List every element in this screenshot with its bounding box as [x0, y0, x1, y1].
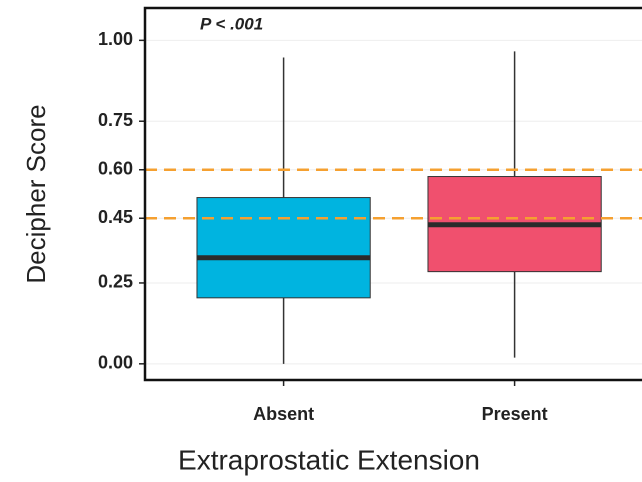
y-tick-label: 0.45 [98, 207, 133, 227]
x-axis-title: Extraprostatic Extension [178, 444, 480, 475]
y-tick-label: 0.00 [98, 353, 133, 373]
box [196, 197, 371, 299]
annotation: P < .001 [200, 14, 263, 33]
y-tick-label: 0.75 [98, 110, 133, 130]
x-tick-label: Present [482, 404, 548, 424]
y-tick-label: 1.00 [98, 29, 133, 49]
axis-frame [143, 6, 642, 382]
y-tick-label: 0.60 [98, 158, 133, 178]
x-tick-label: Absent [253, 404, 314, 424]
y-tick-label: 0.25 [98, 272, 133, 292]
y-axis-title: Decipher Score [21, 104, 51, 283]
